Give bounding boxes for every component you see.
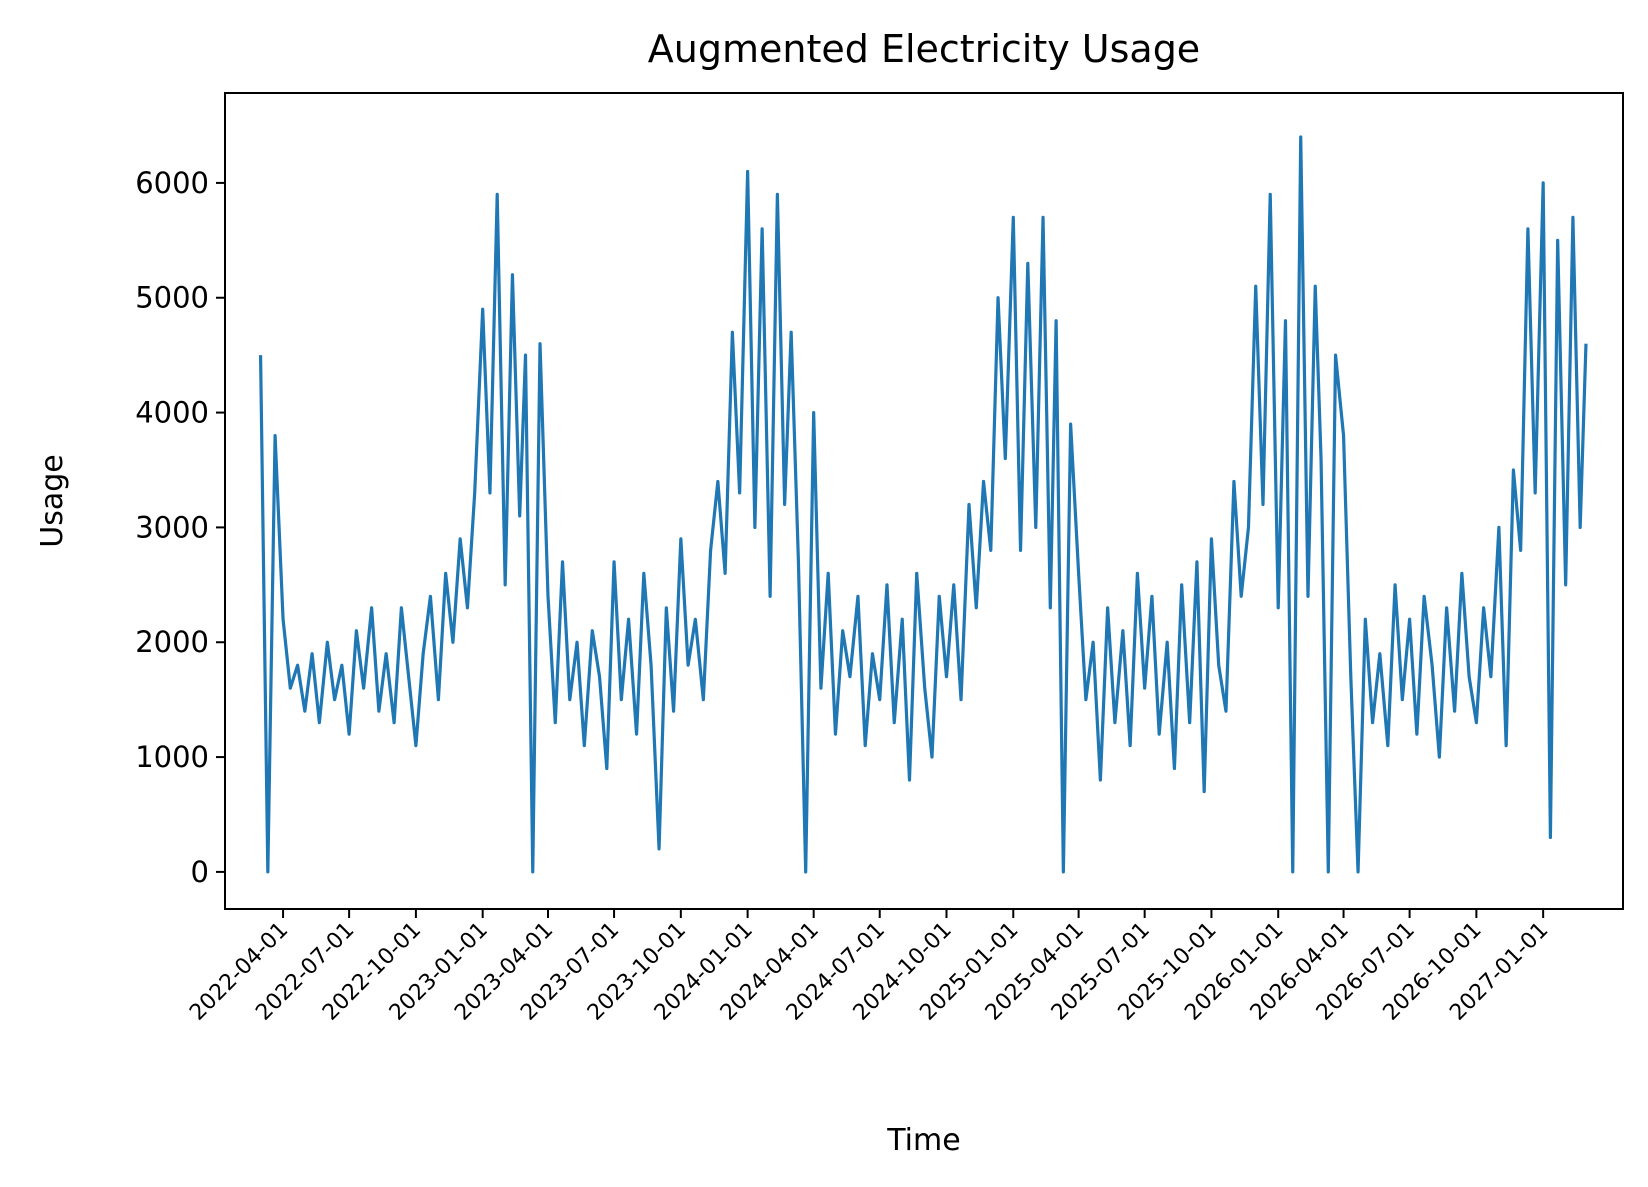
- y-tick-label: 2000: [135, 625, 209, 659]
- y-tick-label: 5000: [135, 281, 209, 315]
- x-axis-label: Time: [886, 1123, 960, 1158]
- y-tick-label: 6000: [135, 166, 209, 200]
- y-tick-label: 1000: [135, 740, 209, 774]
- chart-title: Augmented Electricity Usage: [648, 27, 1200, 71]
- data-line: [258, 135, 1588, 874]
- y-tick-label: 4000: [135, 396, 209, 430]
- y-tick-label: 3000: [135, 510, 209, 544]
- y-tick-label: 0: [191, 855, 209, 889]
- plot-frame: [224, 92, 1624, 910]
- y-axis-label: Usage: [35, 454, 70, 547]
